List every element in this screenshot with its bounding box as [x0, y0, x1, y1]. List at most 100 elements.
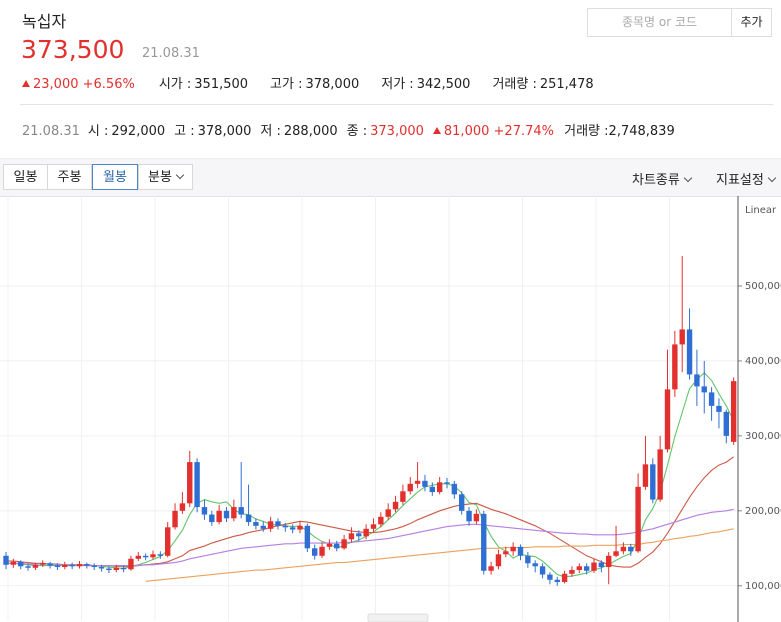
- candle-body: [267, 521, 274, 529]
- candle-body: [245, 514, 252, 523]
- candle-body: [613, 551, 619, 556]
- candle-body: [76, 564, 83, 567]
- date: 21.08.31: [142, 46, 200, 61]
- candle-body: [510, 546, 516, 552]
- candle-body: [157, 554, 164, 556]
- summary-value: 373,000: [370, 124, 424, 139]
- candle-body: [135, 555, 141, 559]
- y-tick-label: 400,000: [745, 356, 781, 367]
- stat: 거래량 :251,478: [492, 77, 593, 92]
- y-tick-label: 100,000: [745, 581, 781, 592]
- candle-body: [414, 480, 421, 484]
- y-tick-label: 500,000: [745, 281, 781, 292]
- stat-label: 거래량 :: [492, 77, 537, 92]
- candle-body: [319, 546, 325, 556]
- candle-body: [444, 482, 450, 484]
- candle-body: [525, 555, 531, 564]
- moving-average: [6, 508, 734, 567]
- candle-body: [620, 546, 627, 552]
- stat-label: 저가 :: [381, 77, 414, 92]
- candle-body: [686, 329, 693, 375]
- candle-body: [650, 464, 656, 500]
- search-input[interactable]: 종목명 or 코드: [587, 8, 732, 37]
- summary-change: 81,000 +27.74%: [432, 124, 554, 139]
- add-button[interactable]: 추가: [731, 8, 772, 37]
- candle-body: [451, 483, 458, 495]
- chevron: [683, 173, 693, 183]
- candle-body: [194, 462, 200, 508]
- stat-label: 시가 :: [158, 77, 192, 92]
- candle-body: [400, 491, 406, 502]
- price: 373,500: [21, 35, 125, 64]
- candle-body: [289, 527, 296, 530]
- tab[interactable]: 분봉: [138, 164, 193, 190]
- candle-body: [91, 565, 97, 568]
- candle-body: [172, 510, 178, 528]
- candle-body: [716, 405, 722, 412]
- candle-body: [179, 503, 186, 511]
- candle-body: [142, 555, 149, 558]
- candle-body: [628, 546, 634, 552]
- candle-body: [385, 509, 391, 517]
- candle-body: [378, 516, 384, 525]
- y-tick-label: 200,000: [745, 506, 781, 517]
- stat-value: 342,500: [416, 77, 471, 92]
- tab[interactable]: 일봉: [3, 164, 48, 190]
- tab[interactable]: 주봉: [47, 164, 92, 190]
- tab-label: 분봉: [148, 170, 172, 185]
- tab-label: 주봉: [57, 170, 82, 185]
- summary-item: 시 :292,000: [88, 124, 165, 139]
- candle-body: [326, 543, 333, 547]
- divider: [20, 104, 773, 105]
- candle-body: [583, 566, 590, 571]
- candle-body: [238, 507, 244, 515]
- summary-label: 저 :: [260, 124, 281, 139]
- candle-body: [664, 389, 671, 450]
- candle-body: [128, 558, 134, 570]
- candle-body: [32, 564, 39, 568]
- stat: 고가 :378,000: [270, 77, 359, 92]
- candle-body: [532, 563, 538, 567]
- candle-body: [429, 486, 435, 493]
- chevron: [767, 173, 777, 183]
- candle-body: [223, 510, 230, 519]
- summary-value: 288,000: [283, 124, 338, 139]
- tab-label: 일봉: [13, 170, 38, 185]
- candle-body: [348, 533, 355, 540]
- candle-body: [554, 579, 560, 583]
- change-value: 23,000: [33, 77, 79, 92]
- candle-body: [84, 564, 90, 566]
- up-icon: [432, 127, 441, 134]
- candle-body: [672, 344, 678, 390]
- summary-label: 시 :: [87, 124, 109, 139]
- stat-label: 고가 :: [270, 77, 303, 92]
- candle-body: [120, 567, 127, 570]
- candle-body: [98, 567, 105, 569]
- candle-body: [517, 546, 524, 556]
- candle-body: [216, 510, 222, 523]
- candle-body: [723, 411, 729, 436]
- candle-body: [422, 480, 428, 487]
- chart-type-menu[interactable]: 차트종류: [632, 169, 693, 188]
- candle-body: [150, 554, 156, 558]
- candle-body: [481, 513, 487, 571]
- candle-body: [459, 494, 465, 511]
- summary-item: 고 :378,000: [174, 124, 251, 139]
- candle-body: [260, 525, 266, 529]
- quote-row: 23,000 +6.56% 시가 :351,500 고가 :378,000 저가 :3…: [22, 73, 616, 92]
- candle-body: [708, 392, 715, 406]
- candle-body: [356, 533, 362, 537]
- change-pct: +6.56%: [82, 77, 135, 92]
- change: 23,000 +6.56%: [22, 77, 135, 92]
- candle-body: [106, 568, 112, 571]
- tab[interactable]: 월봉: [92, 164, 138, 190]
- indicator-menu[interactable]: 지표설정: [716, 169, 777, 188]
- candle-body: [209, 514, 215, 523]
- candle-body: [392, 501, 399, 510]
- candle-body: [561, 573, 568, 583]
- summary-date: 21.08.31: [22, 124, 80, 139]
- candle-body: [165, 527, 171, 556]
- candle-body: [576, 566, 582, 571]
- candle-body: [436, 482, 443, 493]
